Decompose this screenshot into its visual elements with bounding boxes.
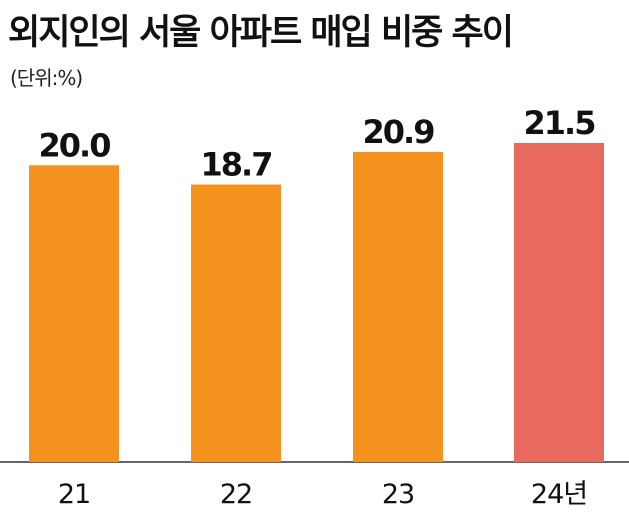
bar-23 [353, 151, 443, 462]
x-tick-label-22: 22 [220, 479, 252, 510]
bar-22 [191, 184, 281, 462]
x-tick-label-24년: 24년 [531, 479, 587, 510]
x-tick-label-23: 23 [382, 479, 414, 510]
chart-title: 외지인의 서울 아파트 매입 비중 추이 [8, 13, 514, 53]
unit-label: (단위:%) [10, 66, 83, 90]
value-label-23: 20.9 [363, 113, 435, 151]
value-label-22: 18.7 [201, 146, 272, 184]
bar-21 [29, 165, 119, 463]
value-label-21: 20.0 [39, 126, 111, 164]
value-label-24년: 21.5 [524, 104, 596, 142]
x-tick-label-21: 21 [58, 479, 90, 510]
bar-24년 [514, 143, 604, 462]
